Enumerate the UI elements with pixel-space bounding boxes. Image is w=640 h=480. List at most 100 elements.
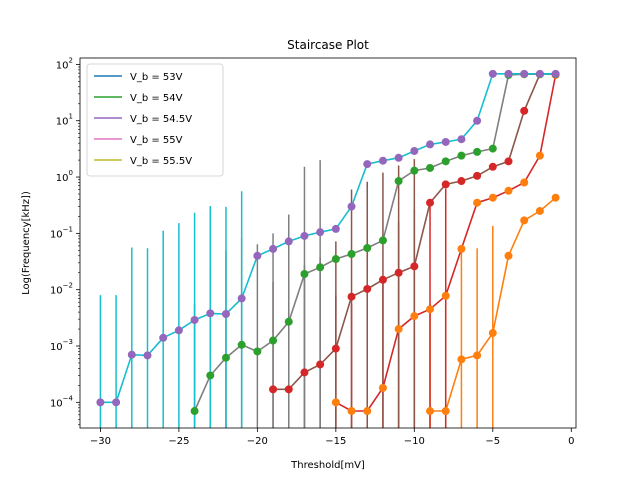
data-point [473, 351, 482, 360]
data-point [363, 284, 372, 293]
series-4-markers [96, 69, 560, 407]
data-point [394, 177, 403, 186]
axes-frame [79, 57, 577, 429]
data-point [426, 198, 435, 207]
data-point [441, 291, 450, 300]
data-point [504, 251, 513, 260]
data-point [473, 198, 482, 207]
legend: V_b = 53V V_b = 54V V_b = 54.5V V_b = 55V V_… [86, 63, 224, 177]
data-point [426, 140, 435, 149]
data-point [300, 231, 309, 240]
data-point [426, 407, 435, 416]
data-point [316, 228, 325, 237]
data-point [535, 151, 544, 160]
data-point [520, 69, 529, 78]
data-point [520, 106, 529, 115]
y-tick-exponent: −3 [63, 338, 73, 346]
data-point [331, 398, 340, 407]
legend-label: V_b = 55.5V [130, 156, 192, 167]
y-tick-base: 10 [56, 117, 69, 128]
y-tick-base: 10 [50, 342, 63, 353]
data-point [363, 160, 372, 169]
data-point [504, 186, 513, 195]
data-point [378, 383, 387, 392]
x-axis-label: Threshold[mV] [290, 460, 365, 471]
data-point [221, 353, 230, 362]
x-tick-label: 0 [568, 436, 574, 447]
data-point [269, 336, 278, 345]
data-point [190, 315, 199, 324]
data-point [347, 202, 356, 211]
data-point [221, 310, 230, 319]
data-point [331, 255, 340, 264]
y-tick-exponent: 0 [69, 169, 73, 177]
data-point [488, 329, 497, 338]
chart-title: Staircase Plot [287, 38, 369, 52]
data-point [127, 350, 136, 359]
x-tick-label: −30 [90, 436, 111, 447]
data-point [520, 216, 529, 225]
data-point [363, 243, 372, 252]
y-tick-base: 10 [56, 173, 69, 184]
data-point [316, 360, 325, 369]
x-tick-label: −20 [247, 436, 268, 447]
data-point [96, 398, 105, 407]
data-point [112, 398, 121, 407]
data-point [441, 137, 450, 146]
y-tick-exponent: −1 [63, 225, 73, 233]
y-tick-label: 100 [56, 169, 73, 184]
data-point [378, 156, 387, 165]
data-point [410, 147, 419, 156]
data-point [316, 263, 325, 272]
y-tick-base: 10 [50, 229, 63, 240]
y-tick-exponent: 2 [69, 56, 73, 64]
data-point [159, 333, 168, 342]
x-tick-label: −25 [168, 436, 189, 447]
data-point [394, 325, 403, 334]
data-point [237, 294, 246, 303]
y-tick-label: 102 [56, 56, 73, 71]
data-point [457, 355, 466, 364]
legend-box [86, 63, 224, 177]
data-point [363, 407, 372, 416]
data-point [269, 244, 278, 253]
data-point [457, 135, 466, 144]
data-point [269, 385, 278, 394]
data-point [331, 344, 340, 353]
data-point [504, 157, 513, 166]
data-point [347, 292, 356, 301]
y-tick-label: 10−1 [50, 225, 73, 240]
data-point [551, 69, 560, 78]
data-point [520, 178, 529, 187]
data-point [190, 407, 199, 416]
series-0-markers [426, 193, 560, 416]
legend-label: V_b = 53V [130, 72, 183, 83]
data-point [300, 368, 309, 377]
data-point [488, 162, 497, 171]
y-tick-label: 10−4 [50, 394, 74, 409]
data-point [410, 262, 419, 271]
data-point [488, 144, 497, 153]
data-point [394, 268, 403, 277]
data-point [551, 193, 560, 202]
legend-label: V_b = 54V [130, 93, 183, 104]
data-point [473, 147, 482, 156]
data-point [347, 250, 356, 259]
data-point [426, 163, 435, 172]
data-point [237, 340, 246, 349]
data-point [347, 407, 356, 416]
data-point [394, 153, 403, 162]
data-point [206, 309, 215, 318]
data-point [457, 177, 466, 186]
plot-area [96, 69, 560, 428]
x-tick-label: −15 [325, 436, 346, 447]
data-point [300, 269, 309, 278]
data-point [378, 275, 387, 284]
data-point [473, 116, 482, 125]
data-point [253, 251, 262, 260]
data-point [331, 224, 340, 233]
data-point [284, 237, 293, 246]
data-point [488, 193, 497, 202]
data-point [378, 236, 387, 245]
